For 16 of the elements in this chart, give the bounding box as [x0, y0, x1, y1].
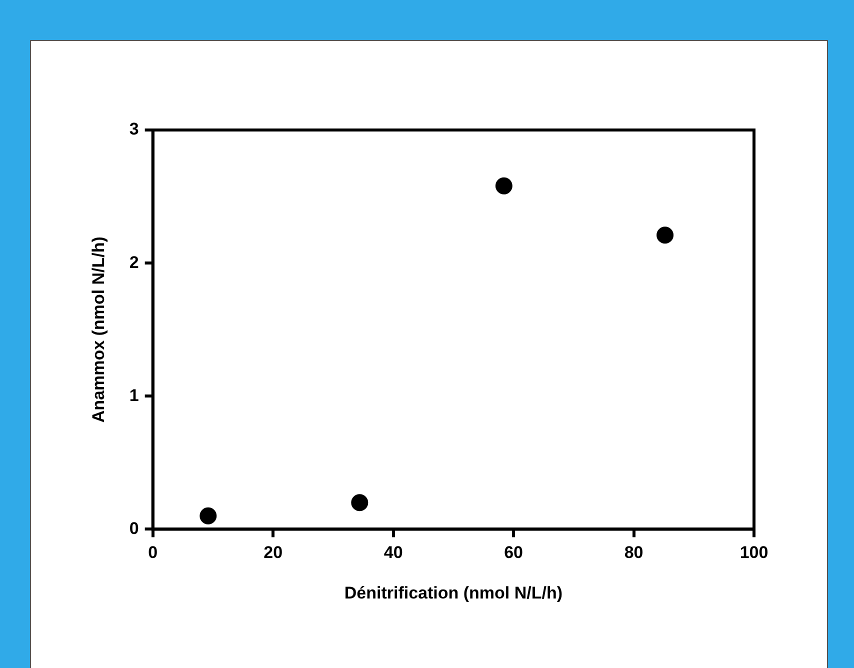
x-tick-label: 0 — [148, 543, 158, 562]
point — [656, 226, 674, 244]
point — [200, 507, 217, 524]
point — [351, 494, 368, 512]
x-tick-label: 20 — [264, 543, 283, 562]
point — [495, 177, 512, 194]
y-tick-label: 2 — [129, 252, 139, 272]
y-tick-label: 3 — [129, 120, 139, 139]
y-tick-label: 1 — [129, 386, 139, 405]
y-axis-title: Anammox (nmol N/L/h) — [88, 236, 108, 423]
x-axis-title: Dénitrification (nmol N/L/h) — [344, 583, 563, 602]
x-tick-label: 40 — [384, 543, 403, 562]
y-tick-label: 0 — [129, 518, 139, 538]
x-tick-label: 100 — [740, 543, 768, 562]
x-tick-label: 60 — [504, 543, 524, 562]
x-tick-label: 80 — [624, 543, 644, 562]
